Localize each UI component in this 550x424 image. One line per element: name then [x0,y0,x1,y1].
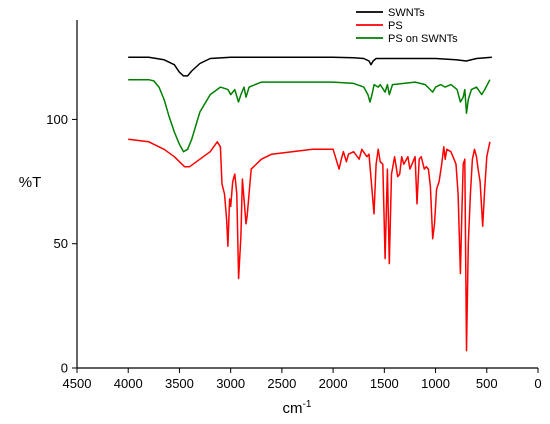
x-tick-label: 3500 [165,376,194,391]
x-tick-label: 1000 [421,376,450,391]
legend-label: SWNTs [388,7,425,19]
y-tick-label: 100 [46,112,68,127]
legend-label: PS [388,20,403,32]
y-tick-label: 0 [61,361,68,376]
y-axis-title: %T [19,174,42,191]
x-axis-title-superscript: -1 [303,399,312,410]
legend-label: PS on SWNTs [388,33,458,45]
x-axis-title-base: cm [283,400,303,417]
x-tick-label: 2000 [319,376,348,391]
x-axis-title: cm-1 [283,399,312,417]
series-line-ps [128,138,491,352]
x-tick-label: 0 [534,376,541,391]
x-tick-label: 2500 [267,376,296,391]
x-tick-label: 4500 [63,376,92,391]
axes [76,20,538,369]
series-line-ps-on-swnts [128,78,491,153]
series-line-swnts [128,56,492,77]
plot-lines [128,56,492,352]
x-tick-label: 4000 [114,376,143,391]
y-tick-label: 50 [54,236,68,251]
x-ticks: 4500 4000 3500 3000 2500 2000 1500 1000 500 0 [63,368,542,391]
y-ticks: 0 50 100 [46,112,77,376]
x-tick-label: 3000 [216,376,245,391]
x-tick-label: 500 [476,376,498,391]
x-tick-label: 1500 [370,376,399,391]
